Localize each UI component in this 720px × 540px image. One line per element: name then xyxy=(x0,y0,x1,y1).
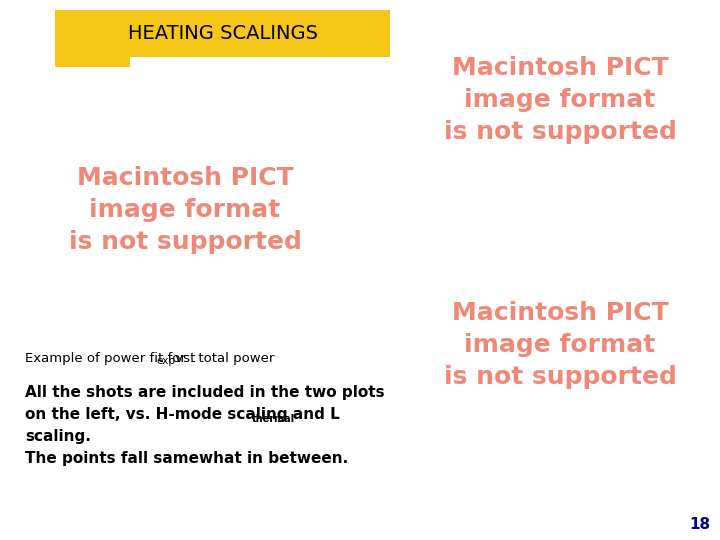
Text: Macintosh PICT
image format
is not supported: Macintosh PICT image format is not suppo… xyxy=(444,301,676,389)
Text: The points fall samewhat in between.: The points fall samewhat in between. xyxy=(25,451,348,466)
Text: Macintosh PICT
image format
is not supported: Macintosh PICT image format is not suppo… xyxy=(444,56,676,144)
Text: HEATING SCALINGS: HEATING SCALINGS xyxy=(127,24,318,43)
Text: scaling.: scaling. xyxy=(25,429,91,444)
Text: vs. total power: vs. total power xyxy=(171,352,274,365)
Text: Macintosh PICT
image format
is not supported: Macintosh PICT image format is not suppo… xyxy=(68,166,302,254)
Text: All the shots are included in the two plots: All the shots are included in the two pl… xyxy=(25,385,384,400)
Text: on the left, vs. H-mode scaling and L: on the left, vs. H-mode scaling and L xyxy=(25,407,340,422)
Text: exp: exp xyxy=(156,356,175,367)
Bar xyxy=(55,57,130,67)
Bar xyxy=(55,10,390,57)
Text: Example of power fit for t: Example of power fit for t xyxy=(25,352,195,365)
Text: thermal: thermal xyxy=(251,415,294,424)
Text: 18: 18 xyxy=(689,517,710,532)
